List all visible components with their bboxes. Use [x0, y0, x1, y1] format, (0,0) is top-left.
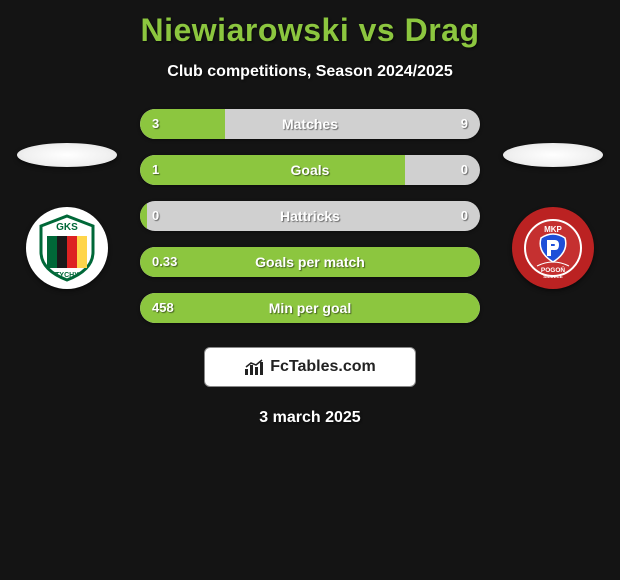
player-spot-right — [503, 143, 603, 167]
stat-right-value: 9 — [461, 109, 468, 139]
stat-label: Matches — [140, 109, 480, 139]
page-subtitle: Club competitions, Season 2024/2025 — [0, 63, 620, 81]
stat-right-value: 0 — [461, 155, 468, 185]
comparison-row: GKS TYCHY 3Matches91Goals00Hattricks00.3… — [0, 109, 620, 323]
stat-bar: 0.33Goals per match — [140, 247, 480, 277]
svg-text:TYCHY: TYCHY — [55, 272, 79, 279]
stat-right-value: 0 — [461, 201, 468, 231]
stat-label: Goals — [140, 155, 480, 185]
svg-text:POGOŃ: POGOŃ — [541, 265, 566, 274]
player-spot-left — [17, 143, 117, 167]
mkp-pogon-crest-icon: MKP POGOŃ SIEDLCE — [523, 218, 583, 278]
left-club-badge: GKS TYCHY — [26, 207, 108, 289]
gks-tychy-crest-icon: GKS TYCHY — [37, 214, 97, 282]
right-club-badge: MKP POGOŃ SIEDLCE — [512, 207, 594, 289]
stat-bar: 3Matches9 — [140, 109, 480, 139]
page-title: Niewiarowski vs Drag — [0, 0, 620, 49]
stat-label: Min per goal — [140, 293, 480, 323]
right-club-column: MKP POGOŃ SIEDLCE — [498, 143, 608, 289]
branding-link[interactable]: FcTables.com — [204, 347, 416, 387]
stat-label: Goals per match — [140, 247, 480, 277]
svg-text:SIEDLCE: SIEDLCE — [543, 274, 563, 278]
stat-bar: 1Goals0 — [140, 155, 480, 185]
stats-bars: 3Matches91Goals00Hattricks00.33Goals per… — [140, 109, 480, 323]
date-text: 3 march 2025 — [0, 409, 620, 427]
svg-text:MKP: MKP — [544, 225, 562, 234]
chart-icon — [244, 358, 266, 376]
svg-text:GKS: GKS — [56, 222, 78, 233]
stat-bar: 458Min per goal — [140, 293, 480, 323]
stat-bar: 0Hattricks0 — [140, 201, 480, 231]
left-club-column: GKS TYCHY — [12, 143, 122, 289]
stat-label: Hattricks — [140, 201, 480, 231]
branding-text: FcTables.com — [270, 358, 376, 376]
